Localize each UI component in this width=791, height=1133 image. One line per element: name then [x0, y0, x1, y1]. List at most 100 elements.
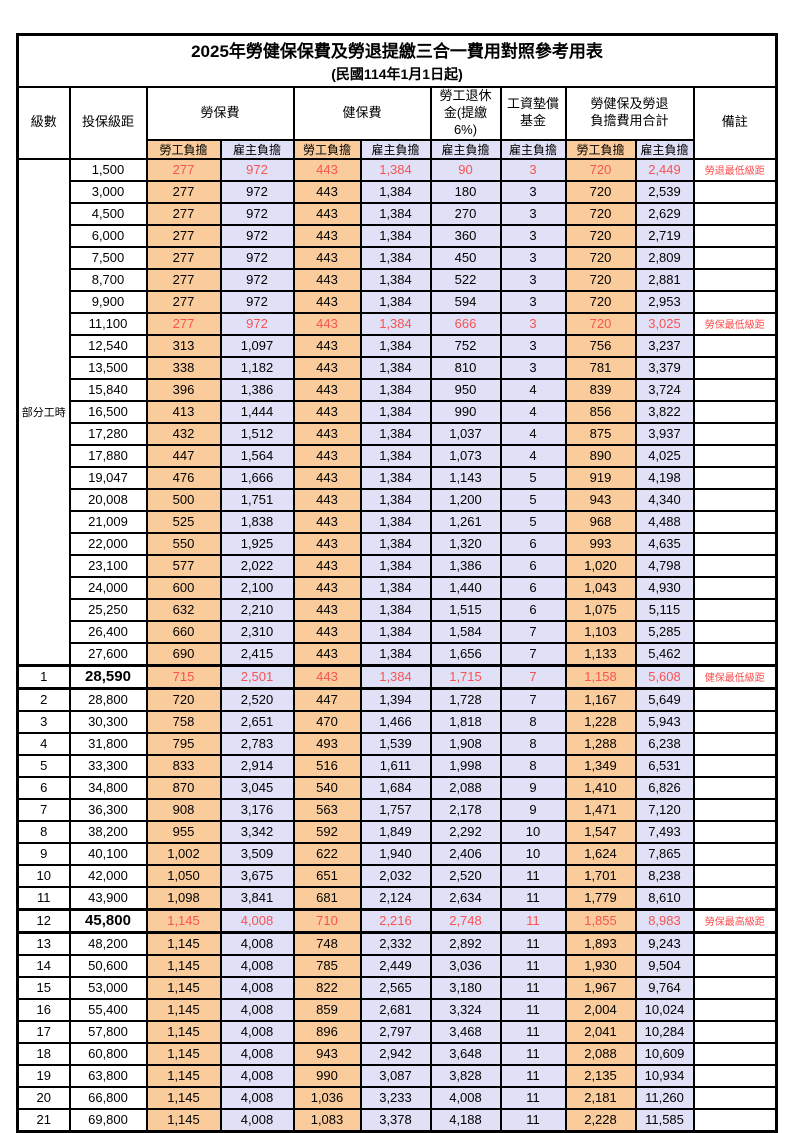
cell-health-employee: 493 — [292, 731, 362, 756]
cell-level: 2 — [16, 687, 71, 712]
cell-wage-fund-employer: 7 — [499, 663, 567, 690]
cell-wage-fund-employer: 3 — [499, 223, 567, 248]
cell-health-employer: 2,032 — [359, 863, 432, 888]
cell-total-employee: 2,135 — [564, 1063, 637, 1088]
subheader-total-employer: 雇主負擔 — [634, 138, 695, 160]
table-row: 23,100 577 2,022 443 1,384 1,386 6 1,020 4,798 — [18, 553, 778, 578]
table-body: 部分工時 1,500 277 972 443 1,384 90 3 720 2,449 勞退最低級距… — [16, 157, 778, 1133]
cell-pension-employer: 2,892 — [429, 931, 502, 956]
cell-pension-employer: 1,386 — [429, 553, 502, 578]
cell-pension-employer: 1,515 — [429, 597, 502, 622]
cell-labor-employee: 795 — [145, 731, 222, 756]
cell-pension-employer: 950 — [429, 377, 502, 402]
cell-total-employee: 1,133 — [564, 641, 637, 667]
cell-total-employee: 1,020 — [564, 553, 637, 578]
table-row: 9 40,100 1,002 3,509 622 1,940 2,406 10 1,624 7,8… — [16, 841, 778, 866]
cell-labor-employer: 4,008 — [219, 1041, 295, 1066]
table-row: 13,500 338 1,182 443 1,384 810 3 781 3,379 — [18, 355, 778, 380]
cell-total-employer: 2,719 — [634, 223, 695, 248]
cell-wage-fund-employer: 11 — [499, 953, 567, 978]
cell-health-employee: 563 — [292, 797, 362, 822]
cell-total-employee: 1,779 — [564, 885, 637, 911]
cell-total-employee: 1,967 — [564, 975, 637, 1000]
subheader-health-employee: 勞工負擔 — [292, 138, 362, 160]
cell-total-employer: 5,285 — [634, 619, 695, 644]
cell-note — [692, 201, 778, 226]
cell-labor-employee: 277 — [145, 311, 222, 336]
cell-health-employer: 1,384 — [359, 553, 432, 578]
cell-level: 18 — [16, 1041, 71, 1066]
cell-total-employer: 9,504 — [634, 953, 695, 978]
cell-health-employee: 748 — [292, 931, 362, 956]
cell-wage-fund-employer: 7 — [499, 619, 567, 644]
cell-wage-fund-employer: 3 — [499, 333, 567, 358]
cell-note — [692, 223, 778, 248]
title-row: 2025年勞健保保費及勞退提繳三合一費用對照參考用表 (民國114年1月1日起) — [16, 33, 778, 88]
cell-labor-employer: 2,783 — [219, 731, 295, 756]
table-row: 20,008 500 1,751 443 1,384 1,200 5 943 4,340 — [18, 487, 778, 512]
cell-health-employer: 1,384 — [359, 619, 432, 644]
cell-health-employee: 443 — [292, 311, 362, 336]
cell-level: 16 — [16, 997, 71, 1022]
cell-pension-employer: 2,292 — [429, 819, 502, 844]
cell-salary-bracket: 13,500 — [68, 355, 148, 380]
cell-health-employer: 2,797 — [359, 1019, 432, 1044]
cell-total-employer: 3,724 — [634, 377, 695, 402]
cell-wage-fund-employer: 11 — [499, 907, 567, 934]
cell-labor-employer: 2,210 — [219, 597, 295, 622]
cell-labor-employer: 1,182 — [219, 355, 295, 380]
cell-total-employee: 720 — [564, 157, 637, 182]
cell-total-employer: 7,865 — [634, 841, 695, 866]
cell-health-employer: 1,384 — [359, 377, 432, 402]
cell-salary-bracket: 12,540 — [68, 333, 148, 358]
cell-total-employee: 1,930 — [564, 953, 637, 978]
cell-total-employee: 1,855 — [564, 907, 637, 934]
cell-health-employer: 3,087 — [359, 1063, 432, 1088]
cell-level: 14 — [16, 953, 71, 978]
cell-health-employee: 470 — [292, 709, 362, 734]
cell-level: 20 — [16, 1085, 71, 1110]
cell-labor-employee: 720 — [145, 687, 222, 712]
cell-health-employee: 443 — [292, 245, 362, 270]
cell-labor-employer: 2,022 — [219, 553, 295, 578]
cell-health-employee: 443 — [292, 663, 362, 690]
cell-health-employee: 540 — [292, 775, 362, 800]
cell-labor-employer: 4,008 — [219, 907, 295, 934]
cell-salary-bracket: 21,009 — [68, 509, 148, 534]
cell-health-employer: 1,384 — [359, 355, 432, 380]
cell-health-employee: 443 — [292, 641, 362, 667]
cell-labor-employee: 277 — [145, 157, 222, 182]
cell-total-employer: 3,025 — [634, 311, 695, 336]
cell-note — [692, 953, 778, 978]
cell-total-employee: 1,624 — [564, 841, 637, 866]
header-wage-fund: 工資墊償 基金 — [499, 86, 567, 141]
cell-health-employee: 443 — [292, 201, 362, 226]
cell-pension-employer: 1,261 — [429, 509, 502, 534]
cell-salary-bracket: 53,000 — [68, 975, 148, 1000]
cell-total-employer: 5,943 — [634, 709, 695, 734]
table-row: 18 60,800 1,145 4,008 943 2,942 3,648 11 2,088 10… — [16, 1041, 778, 1066]
cell-total-employee: 1,158 — [564, 663, 637, 690]
table-row: 8 38,200 955 3,342 592 1,849 2,292 10 1,547 7,493 — [16, 819, 778, 844]
cell-total-employee: 1,893 — [564, 931, 637, 956]
cell-wage-fund-employer: 6 — [499, 531, 567, 556]
cell-salary-bracket: 50,600 — [68, 953, 148, 978]
cell-labor-employee: 313 — [145, 333, 222, 358]
cell-labor-employee: 525 — [145, 509, 222, 534]
cell-pension-employer: 1,200 — [429, 487, 502, 512]
cell-total-employer: 2,881 — [634, 267, 695, 292]
cell-health-employee: 443 — [292, 223, 362, 248]
cell-health-employer: 1,384 — [359, 465, 432, 490]
cell-pension-employer: 3,324 — [429, 997, 502, 1022]
cell-wage-fund-employer: 10 — [499, 841, 567, 866]
cell-health-employer: 1,384 — [359, 245, 432, 270]
cell-pension-employer: 450 — [429, 245, 502, 270]
cell-total-employee: 943 — [564, 487, 637, 512]
cell-labor-employer: 3,841 — [219, 885, 295, 911]
cell-labor-employee: 870 — [145, 775, 222, 800]
header-pension: 勞工退休 金(提繳6%) — [429, 86, 502, 141]
cell-wage-fund-employer: 3 — [499, 201, 567, 226]
cell-note — [692, 797, 778, 822]
cell-health-employee: 990 — [292, 1063, 362, 1088]
